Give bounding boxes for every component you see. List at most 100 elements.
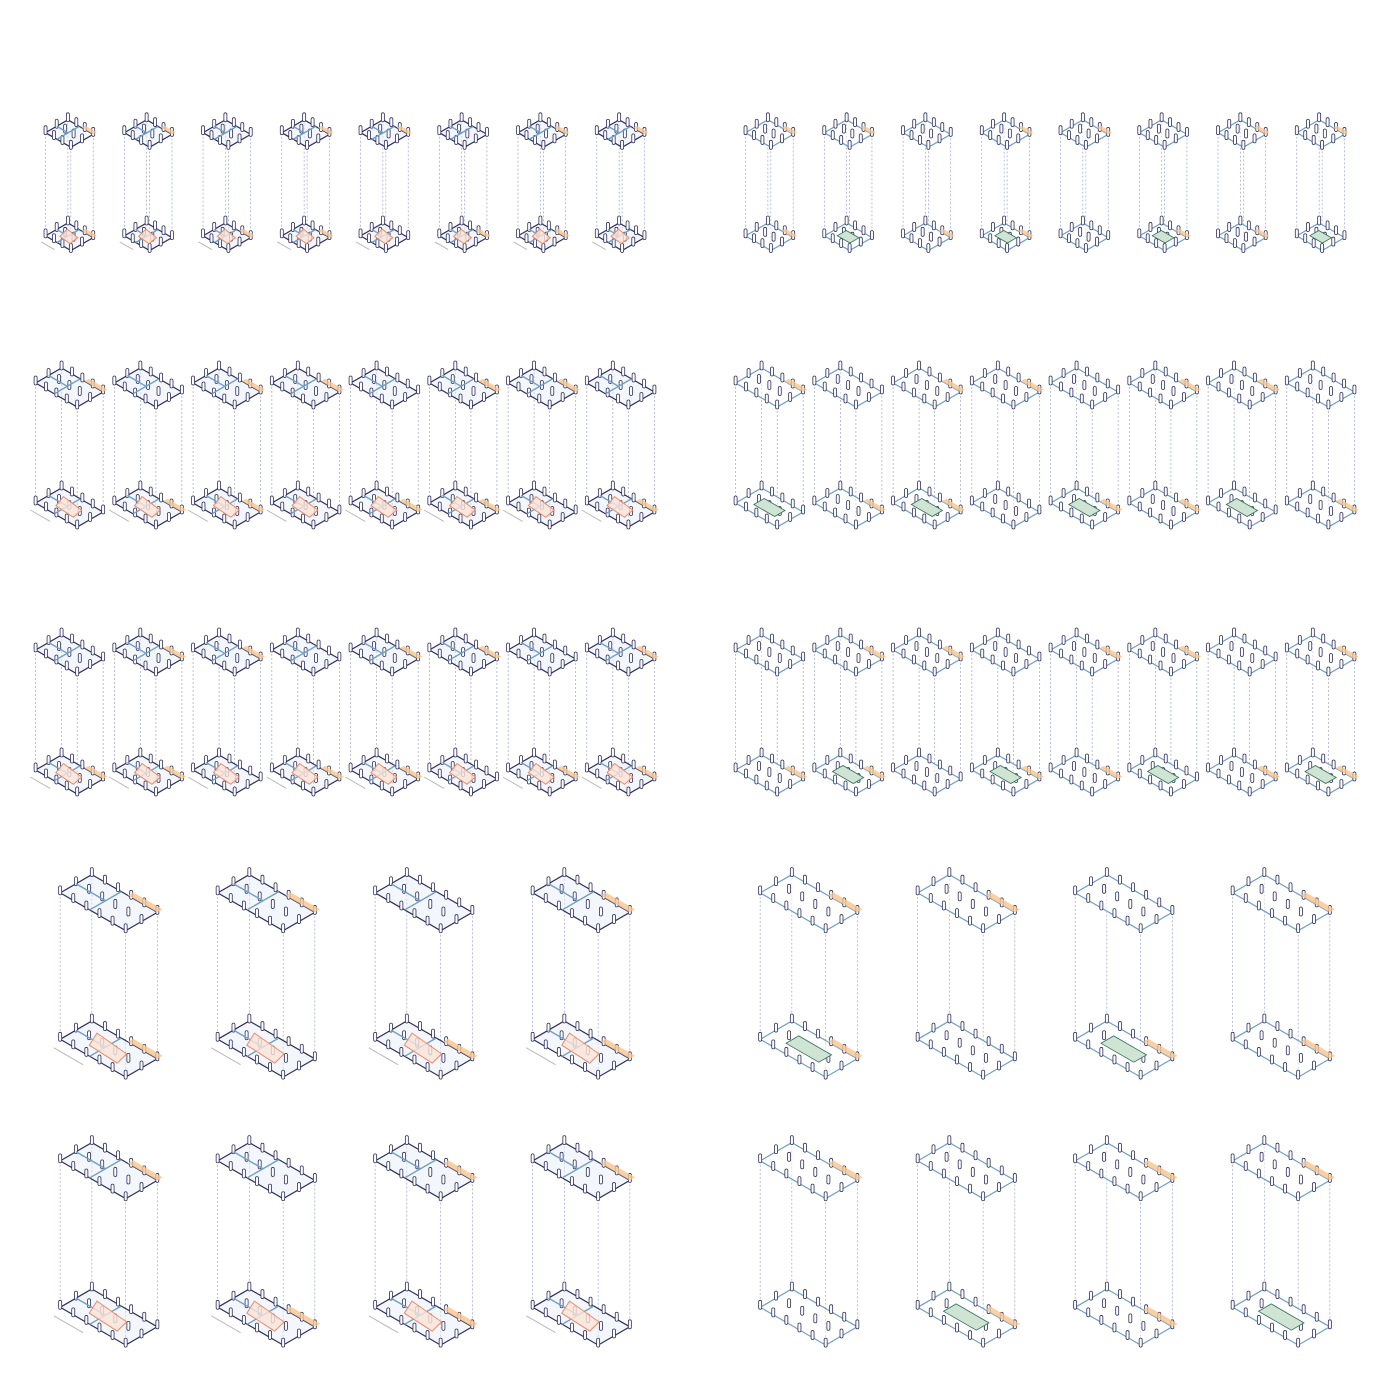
column bbox=[425, 1183, 430, 1194]
balcony bbox=[827, 892, 863, 913]
column bbox=[80, 133, 84, 144]
column bbox=[506, 762, 511, 773]
column bbox=[787, 1030, 791, 1041]
column bbox=[941, 900, 946, 911]
column bbox=[88, 659, 93, 669]
column bbox=[427, 375, 432, 386]
column bbox=[301, 513, 305, 524]
column bbox=[1137, 768, 1142, 779]
column bbox=[911, 774, 916, 785]
unit-axonometric bbox=[1284, 360, 1359, 530]
column bbox=[159, 492, 164, 503]
column bbox=[562, 1135, 567, 1145]
balcony bbox=[1142, 1306, 1178, 1327]
ground-step bbox=[108, 509, 130, 522]
column bbox=[843, 513, 848, 524]
unit-axonometric bbox=[266, 360, 344, 530]
column bbox=[826, 1174, 831, 1185]
column bbox=[516, 648, 521, 659]
upper-floor-plate bbox=[584, 360, 657, 410]
column bbox=[838, 480, 843, 491]
column bbox=[1116, 384, 1121, 395]
balcony bbox=[399, 765, 423, 779]
balcony bbox=[81, 125, 97, 135]
column bbox=[575, 1142, 580, 1153]
column bbox=[418, 1021, 422, 1031]
ground-step bbox=[434, 241, 449, 251]
column bbox=[103, 1021, 107, 1031]
balcony bbox=[478, 378, 502, 392]
column bbox=[552, 236, 557, 247]
upper-floor-plate bbox=[1058, 112, 1112, 150]
column bbox=[1118, 1289, 1122, 1299]
column bbox=[530, 885, 535, 896]
column bbox=[1216, 381, 1221, 392]
column bbox=[774, 1290, 778, 1301]
column bbox=[1260, 512, 1265, 522]
unit-axonometric bbox=[581, 360, 659, 530]
column bbox=[71, 1307, 76, 1318]
stair bbox=[942, 1303, 990, 1331]
column bbox=[1078, 123, 1083, 134]
upper-floor-plate bbox=[733, 627, 806, 677]
column bbox=[912, 118, 917, 129]
column bbox=[1314, 1311, 1319, 1322]
partition-wall bbox=[450, 125, 463, 134]
column bbox=[279, 228, 284, 239]
column bbox=[788, 512, 793, 522]
column bbox=[399, 900, 404, 911]
unit-axonometric bbox=[812, 360, 887, 530]
column bbox=[1294, 228, 1299, 239]
column bbox=[469, 399, 473, 410]
column bbox=[437, 125, 442, 136]
column bbox=[530, 1031, 535, 1042]
upper-floor-plate bbox=[348, 627, 423, 677]
column bbox=[1150, 374, 1155, 384]
lower-floor-plate bbox=[1058, 215, 1111, 253]
balcony bbox=[1018, 228, 1034, 238]
column bbox=[1162, 243, 1167, 253]
column bbox=[575, 874, 580, 885]
column bbox=[1097, 225, 1102, 236]
lower-floor-plate bbox=[901, 215, 955, 253]
column bbox=[980, 648, 985, 659]
column bbox=[122, 381, 127, 392]
column bbox=[1011, 666, 1016, 677]
column bbox=[1206, 762, 1211, 773]
column bbox=[1238, 215, 1243, 226]
column bbox=[482, 779, 486, 789]
column bbox=[89, 1281, 94, 1292]
diagram-row bbox=[758, 1135, 1336, 1348]
column bbox=[70, 633, 74, 644]
column bbox=[235, 386, 240, 396]
column bbox=[58, 1153, 63, 1164]
upper-floor-plate bbox=[915, 1135, 1017, 1202]
column bbox=[775, 786, 780, 797]
stair bbox=[1257, 1303, 1305, 1331]
column bbox=[286, 1157, 291, 1168]
column bbox=[268, 1062, 272, 1072]
column bbox=[1288, 1028, 1293, 1039]
unit-axonometric bbox=[1206, 627, 1280, 797]
column bbox=[516, 228, 520, 239]
column bbox=[97, 1054, 102, 1065]
column bbox=[1157, 897, 1162, 908]
column bbox=[310, 220, 315, 231]
balcony bbox=[556, 765, 580, 779]
column bbox=[1061, 488, 1066, 498]
column bbox=[89, 867, 94, 877]
column bbox=[1075, 135, 1080, 145]
balcony bbox=[827, 1160, 863, 1181]
column bbox=[784, 1168, 789, 1179]
column bbox=[993, 494, 998, 504]
column bbox=[560, 779, 565, 789]
column bbox=[227, 486, 232, 497]
column bbox=[767, 647, 772, 657]
column bbox=[981, 1069, 986, 1080]
balcony bbox=[320, 765, 344, 779]
partition-wall bbox=[441, 641, 462, 654]
column bbox=[1295, 768, 1300, 779]
column bbox=[743, 125, 748, 136]
column bbox=[543, 1161, 548, 1171]
column bbox=[810, 915, 815, 926]
